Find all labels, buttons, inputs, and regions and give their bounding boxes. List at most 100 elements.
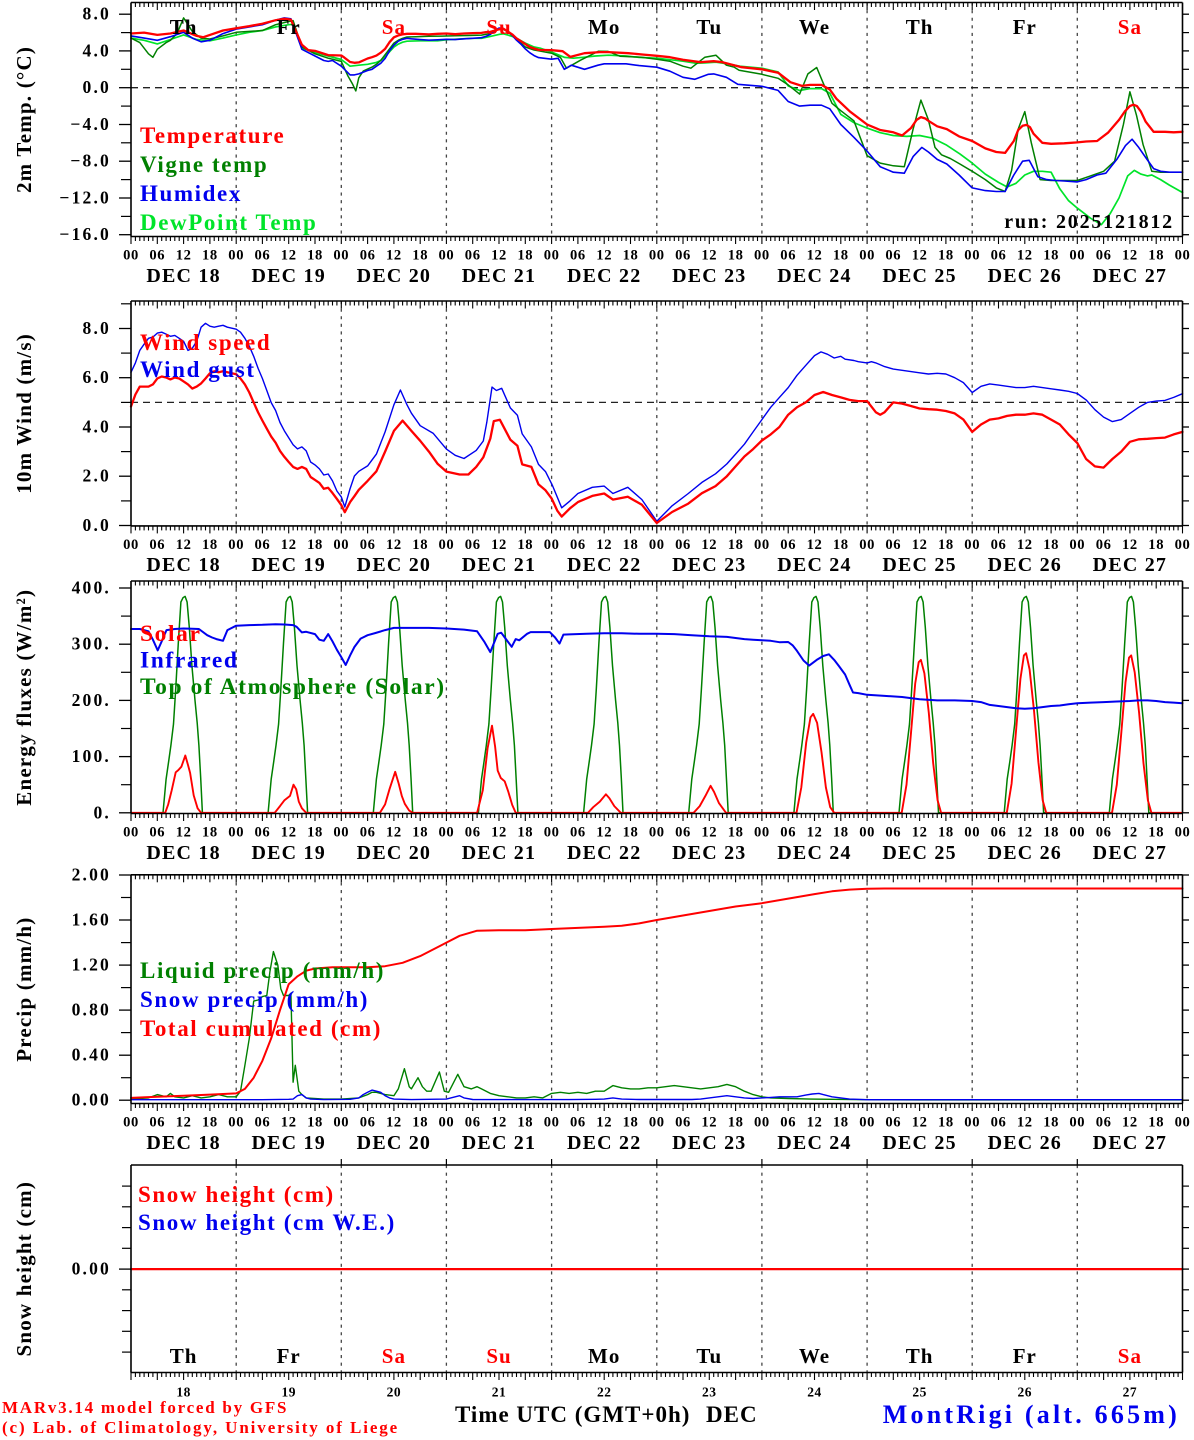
svg-text:12: 12 <box>386 248 402 264</box>
svg-text:00: 00 <box>754 1115 770 1131</box>
svg-text:18: 18 <box>517 248 533 264</box>
svg-text:00: 00 <box>859 825 875 841</box>
svg-text:DEC 25: DEC 25 <box>882 1132 956 1154</box>
svg-text:00: 00 <box>1069 537 1085 553</box>
svg-text:12: 12 <box>596 1115 612 1131</box>
svg-text:06: 06 <box>570 248 586 264</box>
svg-text:06: 06 <box>885 1115 901 1131</box>
svg-text:00: 00 <box>754 537 770 553</box>
svg-text:06: 06 <box>1096 248 1112 264</box>
svg-text:00: 00 <box>228 248 244 264</box>
svg-text:Tu: Tu <box>696 1344 722 1368</box>
svg-text:18: 18 <box>833 1115 849 1131</box>
svg-text:6.0: 6.0 <box>83 367 111 387</box>
svg-text:18: 18 <box>938 1115 954 1131</box>
svg-text:06: 06 <box>991 537 1007 553</box>
svg-text:100.: 100. <box>72 746 111 766</box>
svg-text:00: 00 <box>1175 537 1191 553</box>
svg-text:12: 12 <box>176 537 192 553</box>
svg-text:DEC 21: DEC 21 <box>462 1132 536 1154</box>
svg-text:Energy fluxes (W/m²): Energy fluxes (W/m²) <box>12 589 36 806</box>
svg-text:Precip (mm/h): Precip (mm/h) <box>12 917 36 1062</box>
svg-text:Temperature: Temperature <box>140 123 285 148</box>
svg-text:DEC 19: DEC 19 <box>251 842 325 864</box>
svg-text:18: 18 <box>307 537 323 553</box>
svg-text:06: 06 <box>360 825 376 841</box>
svg-text:Sa: Sa <box>1118 15 1142 39</box>
svg-text:24: 24 <box>807 1385 822 1400</box>
svg-text:Sa: Sa <box>382 15 406 39</box>
svg-text:DEC 25: DEC 25 <box>882 265 956 287</box>
svg-text:18: 18 <box>517 825 533 841</box>
svg-text:18: 18 <box>1043 825 1059 841</box>
svg-text:DEC 23: DEC 23 <box>672 1132 746 1154</box>
svg-text:06: 06 <box>465 248 481 264</box>
svg-text:06: 06 <box>675 1115 691 1131</box>
svg-text:06: 06 <box>570 1115 586 1131</box>
svg-text:Infrared: Infrared <box>140 648 239 674</box>
svg-text:18: 18 <box>307 1115 323 1131</box>
svg-text:18: 18 <box>412 248 428 264</box>
svg-text:00: 00 <box>1069 248 1085 264</box>
svg-text:18: 18 <box>833 248 849 264</box>
svg-text:DEC 18: DEC 18 <box>146 554 220 576</box>
svg-text:12: 12 <box>807 825 823 841</box>
svg-text:00: 00 <box>1175 248 1191 264</box>
svg-text:18: 18 <box>202 1115 218 1131</box>
svg-text:Total cumulated (cm): Total cumulated (cm) <box>140 1016 382 1041</box>
svg-text:DEC 24: DEC 24 <box>777 554 851 576</box>
svg-text:00: 00 <box>228 825 244 841</box>
svg-text:(c) Lab. of Climatology, Unive: (c) Lab. of Climatology, University of L… <box>2 1418 399 1437</box>
svg-text:Sa: Sa <box>1118 1344 1142 1368</box>
svg-text:0.00: 0.00 <box>72 1090 111 1110</box>
svg-text:18: 18 <box>202 537 218 553</box>
svg-text:Top of Atmosphere (Solar): Top of Atmosphere (Solar) <box>140 674 446 700</box>
svg-text:Tu: Tu <box>696 15 722 39</box>
svg-text:DEC 26: DEC 26 <box>988 265 1062 287</box>
svg-text:run: 2025121812: run: 2025121812 <box>1004 211 1174 233</box>
svg-text:12: 12 <box>386 537 402 553</box>
svg-text:18: 18 <box>938 537 954 553</box>
svg-text:06: 06 <box>991 825 1007 841</box>
svg-text:18: 18 <box>412 825 428 841</box>
svg-text:06: 06 <box>780 537 796 553</box>
svg-text:12: 12 <box>912 1115 928 1131</box>
svg-text:12: 12 <box>596 537 612 553</box>
svg-text:We: We <box>799 15 830 39</box>
svg-text:18: 18 <box>307 825 323 841</box>
svg-text:DEC 21: DEC 21 <box>462 842 536 864</box>
svg-text:06: 06 <box>1096 537 1112 553</box>
svg-text:18: 18 <box>833 537 849 553</box>
svg-text:Su: Su <box>486 15 511 39</box>
svg-text:06: 06 <box>360 1115 376 1131</box>
svg-text:DEC 27: DEC 27 <box>1093 1132 1167 1154</box>
svg-text:06: 06 <box>675 825 691 841</box>
svg-text:06: 06 <box>465 1115 481 1131</box>
svg-text:00: 00 <box>1069 825 1085 841</box>
svg-text:06: 06 <box>149 825 165 841</box>
svg-text:06: 06 <box>1096 825 1112 841</box>
svg-text:18: 18 <box>938 825 954 841</box>
svg-text:23: 23 <box>702 1385 717 1400</box>
svg-text:12: 12 <box>1017 248 1033 264</box>
svg-text:12: 12 <box>596 248 612 264</box>
svg-text:18: 18 <box>176 1385 191 1400</box>
svg-text:DEC 20: DEC 20 <box>357 554 431 576</box>
svg-text:06: 06 <box>570 825 586 841</box>
svg-text:00: 00 <box>649 1115 665 1131</box>
svg-text:12: 12 <box>281 248 297 264</box>
svg-text:00: 00 <box>754 825 770 841</box>
svg-text:Fr: Fr <box>1013 15 1037 39</box>
svg-text:18: 18 <box>623 825 639 841</box>
svg-text:18: 18 <box>517 1115 533 1131</box>
svg-text:Th: Th <box>906 15 934 39</box>
svg-text:DEC 20: DEC 20 <box>357 265 431 287</box>
svg-text:12: 12 <box>1122 537 1138 553</box>
svg-text:12: 12 <box>281 825 297 841</box>
svg-text:12: 12 <box>491 825 507 841</box>
svg-text:DewPoint Temp: DewPoint Temp <box>140 210 317 235</box>
svg-text:MontRigi (alt. 665m): MontRigi (alt. 665m) <box>883 1400 1180 1429</box>
svg-text:12: 12 <box>386 825 402 841</box>
svg-text:18: 18 <box>517 537 533 553</box>
svg-text:Th: Th <box>170 1344 198 1368</box>
